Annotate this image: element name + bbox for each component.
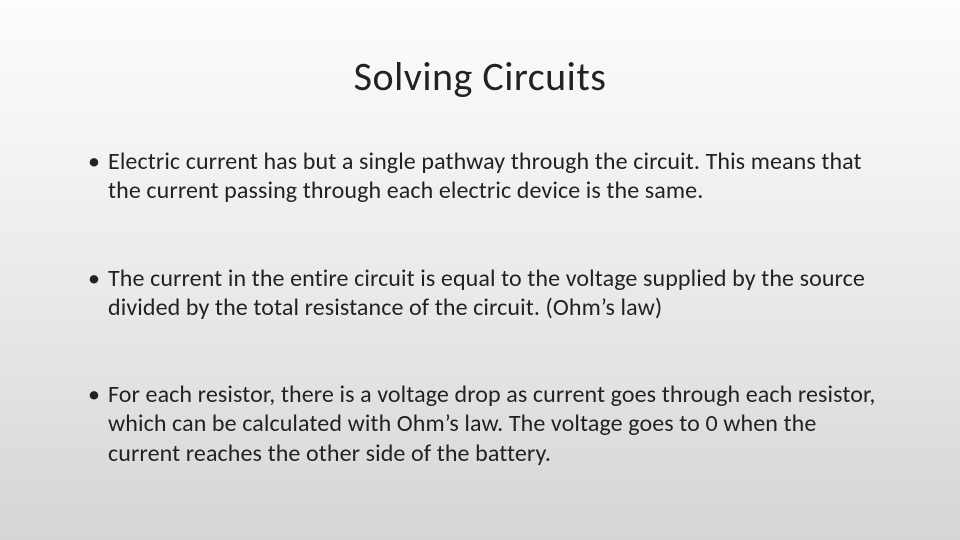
bullet-list: Electric current has but a single pathwa… bbox=[70, 147, 890, 468]
slide: Solving Circuits Electric current has bu… bbox=[0, 0, 960, 540]
slide-title: Solving Circuits bbox=[70, 52, 890, 101]
bullet-item: The current in the entire circuit is equ… bbox=[88, 264, 890, 323]
bullet-item: For each resistor, there is a voltage dr… bbox=[88, 380, 890, 468]
bullet-item: Electric current has but a single pathwa… bbox=[88, 147, 890, 206]
